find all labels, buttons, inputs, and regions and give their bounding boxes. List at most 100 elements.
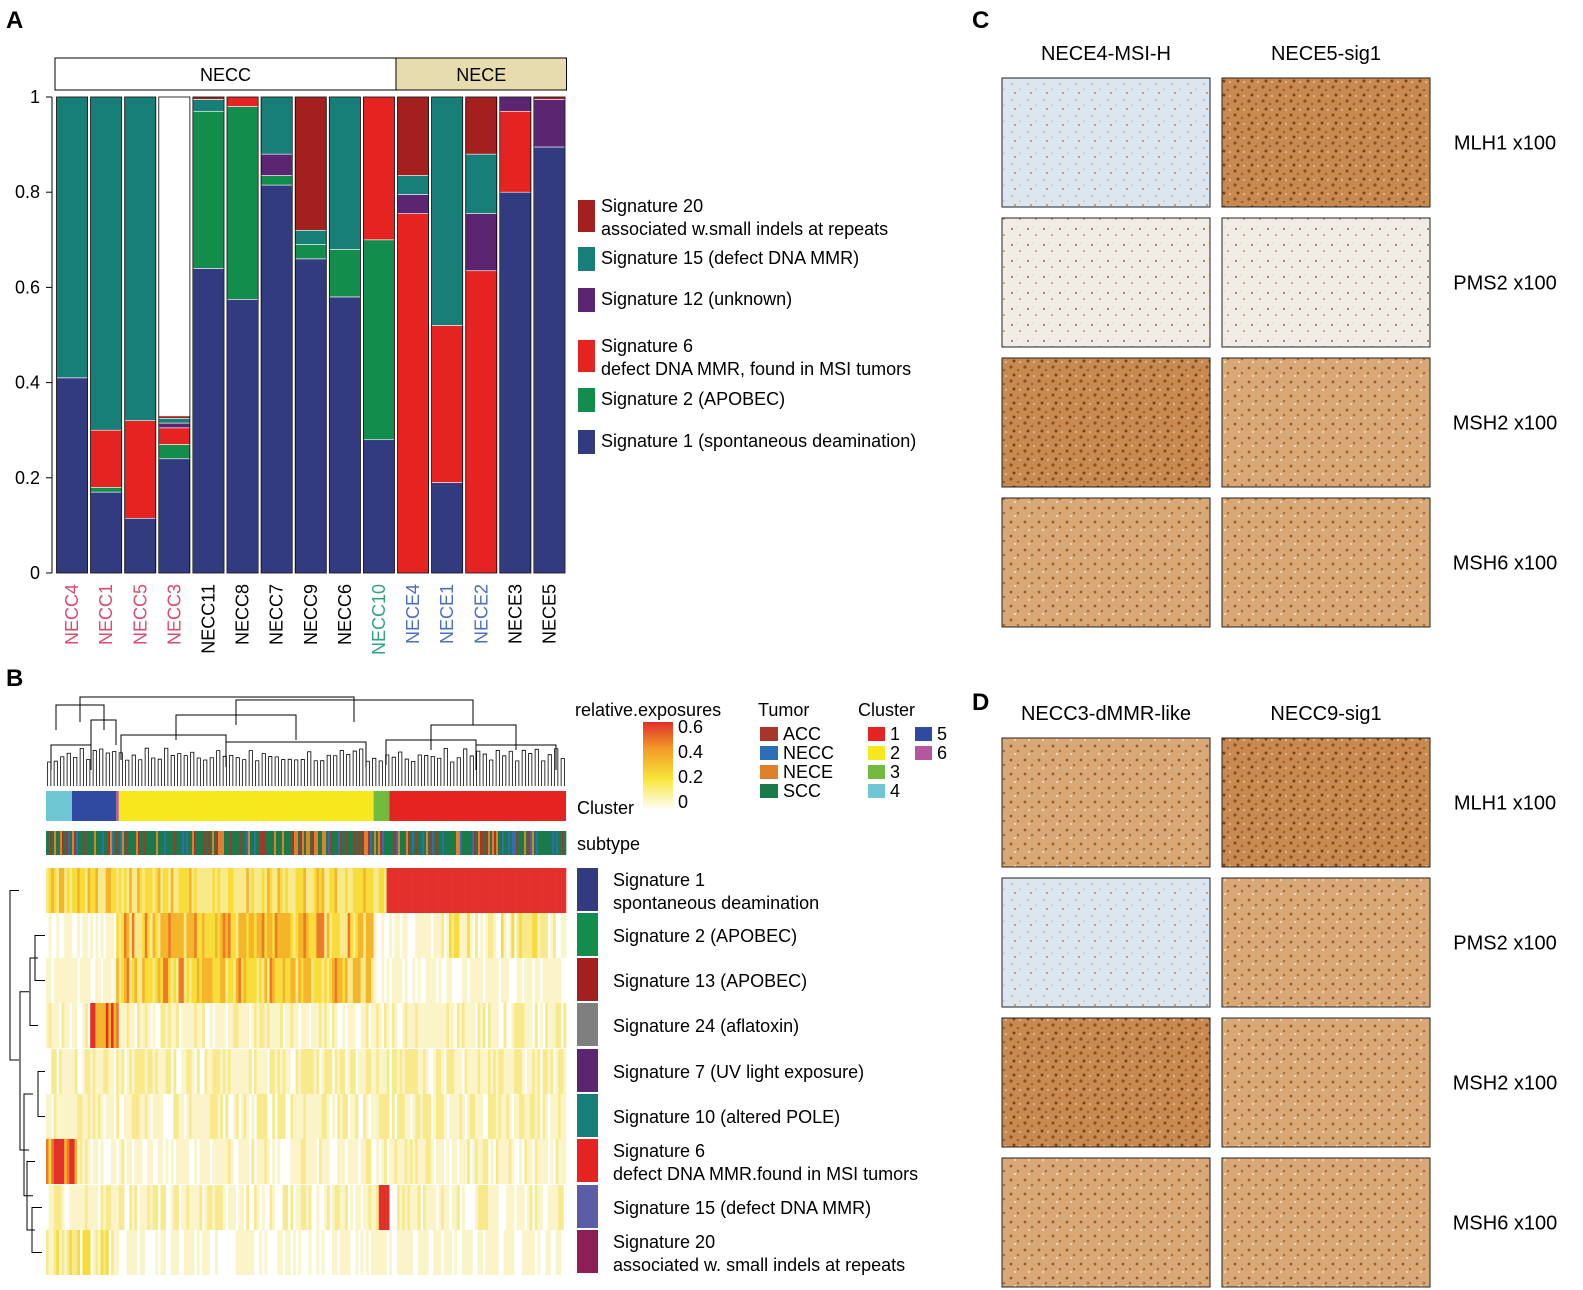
heatmap-cell (313, 868, 317, 913)
subtype-cell (56, 831, 59, 855)
tumor-legend-title: Tumor (758, 700, 809, 720)
heatmap-cell (69, 1185, 73, 1230)
heatmap-cell (501, 1049, 504, 1094)
subtype-cell (456, 831, 459, 855)
heatmap-cell (480, 1049, 484, 1094)
heatmap-cell (360, 913, 364, 958)
heatmap-cell (46, 958, 49, 1003)
heatmap-cell (251, 1230, 255, 1275)
bar-segment (294, 96, 327, 231)
heatmap-cell (303, 868, 307, 913)
heatmap-cell (332, 913, 335, 958)
heatmap-cell (293, 1139, 296, 1184)
heatmap-cell (360, 1139, 364, 1184)
heatmap-cell (516, 1003, 520, 1048)
heatmap-cell (202, 1003, 205, 1048)
heatmap-cell (290, 913, 294, 958)
heatmap-cell (524, 1139, 528, 1184)
heatmap-cell (189, 958, 192, 1003)
heatmap-cell (157, 958, 161, 1003)
heatmap-cell (464, 1139, 468, 1184)
heatmap-cell (196, 913, 200, 958)
heatmap-cell (394, 1139, 398, 1184)
heatmap-cell (199, 1003, 203, 1048)
heatmap-cell (113, 868, 117, 913)
dendro-branch (515, 760, 520, 786)
heatmap-cell (248, 958, 252, 1003)
subtype-cell (524, 831, 527, 855)
heatmap-cell (371, 868, 374, 913)
heatmap-cell (480, 1185, 484, 1230)
heatmap-cell (404, 1230, 408, 1275)
subtype-cell (368, 831, 371, 855)
heatmap-cell (438, 958, 442, 1003)
heatmap-cell (74, 1094, 78, 1139)
subtype-cell (338, 831, 341, 855)
heatmap-cell (475, 958, 478, 1003)
heatmap-cell (74, 868, 78, 913)
heatmap-cell (563, 1094, 567, 1139)
heatmap-cell (342, 1230, 346, 1275)
heatmap-cell (553, 1003, 556, 1048)
heatmap-cell (540, 1139, 543, 1184)
subtype-cell (186, 831, 189, 855)
heatmap-cell (441, 1094, 445, 1139)
subtype-cell (370, 831, 373, 855)
subtype-cell (162, 831, 165, 855)
dendro-branch (209, 757, 214, 786)
dendro-branch (183, 755, 188, 786)
subtype-cell (214, 831, 217, 855)
heatmap-cell (537, 1139, 541, 1184)
heatmap-cell (358, 1185, 361, 1230)
heatmap-cell (462, 1094, 465, 1139)
colorbar-title: relative.exposures (575, 700, 721, 720)
dendro-branch (99, 748, 104, 786)
heatmap-cell (61, 958, 65, 1003)
heatmap-cell (443, 1230, 447, 1275)
heatmap-cell (290, 1185, 294, 1230)
heatmap-cell (207, 1139, 211, 1184)
heatmap-cell (542, 958, 546, 1003)
bar-segment (328, 296, 361, 574)
heatmap-cell (485, 1230, 489, 1275)
heatmap-cell (472, 1139, 476, 1184)
heatmap-cell (215, 868, 218, 913)
heatmap-cell (59, 1049, 62, 1094)
heatmap-cell (108, 1003, 112, 1048)
heatmap-cell (230, 1139, 234, 1184)
subtype-cell (164, 831, 167, 855)
heatmap-cell (61, 868, 65, 913)
heatmap-cell (142, 1049, 146, 1094)
subtype-cell (196, 831, 199, 855)
heatmap-cell (501, 1094, 504, 1139)
heatmap-cell (274, 913, 278, 958)
dendro-branch (365, 760, 370, 786)
heatmap-cell (529, 868, 533, 913)
subtype-cell (210, 831, 213, 855)
subtype-cell (490, 831, 493, 855)
heatmap-cell (300, 1003, 304, 1048)
heatmap-cell (446, 1139, 450, 1184)
subtype-cell (522, 831, 525, 855)
heatmap-cell (269, 1185, 273, 1230)
heatmap-cell (194, 868, 198, 913)
heatmap-cell (163, 868, 166, 913)
heatmap-cell (555, 1230, 559, 1275)
heatmap-cell (433, 1185, 437, 1230)
heatmap-cell (378, 1230, 382, 1275)
heatmap-cell (51, 1230, 55, 1275)
heatmap-cell (248, 1230, 252, 1275)
heatmap-cell (425, 913, 429, 958)
heatmap-cell (173, 1094, 177, 1139)
heatmap-cell (69, 1094, 73, 1139)
heatmap-cell (363, 868, 367, 913)
heatmap-cell (61, 1003, 65, 1048)
heatmap-cell (428, 868, 432, 913)
heatmap-cell (459, 913, 463, 958)
heatmap-cell (516, 868, 520, 913)
dendro-branch (66, 752, 71, 786)
bar-segment (158, 427, 191, 445)
panel-a-stacked-bar-chart: NECC NECE 00.20.40.60.81 NECC4 NECC1 NECC5 N… (15, 57, 916, 655)
heatmap-cell (404, 1185, 408, 1230)
